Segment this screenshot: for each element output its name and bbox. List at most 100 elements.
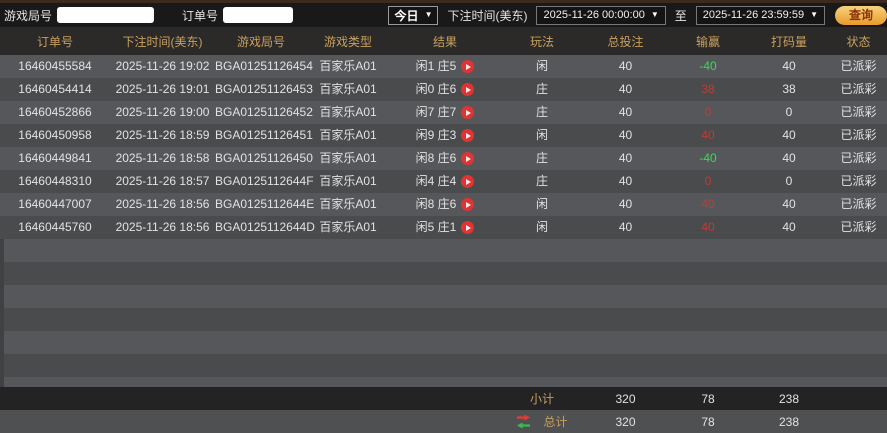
header-play: 玩法 [529,34,554,49]
turnover-cell: 38 [782,82,796,96]
game-round-cell: BGA01251126451 [215,128,313,142]
end-time-value: 2025-11-26 23:59:59 [702,9,805,21]
bet-time-label: 下注时间(美东) [447,8,528,23]
result-cell: 闲1 庄5 [389,55,501,78]
swap-icon[interactable] [516,414,531,429]
date-range-select[interactable]: 今日 ▼ [388,5,439,25]
result-text: 闲5 庄1 [415,220,457,234]
header-bet-time: 下注时间(美东) [122,34,203,49]
header-status: 状态 [846,34,871,49]
total-bet-cell: 40 [618,128,633,142]
empty-row [4,354,887,377]
bet-time-cell: 2025-11-26 18:56 [115,197,210,211]
play-icon[interactable] [461,221,475,234]
total-total-bet: 320 [615,414,636,429]
order-no-cell: 16460445760 [18,220,92,234]
end-time-select[interactable]: 2025-11-26 23:59:59 ▼ [695,5,825,25]
empty-row [4,285,887,308]
result-cell: 闲8 庄6 [389,147,501,170]
table-row: 16460455584 2025-11-26 19:02 BGA01251126… [0,55,887,78]
play-icon[interactable] [461,129,475,142]
empty-row [4,377,887,387]
win-loss-cell: -40 [699,59,717,73]
total-row: 总计 320 78 238 [0,410,887,433]
start-time-select[interactable]: 2025-11-26 00:00:00 ▼ [536,5,666,25]
total-bet-cell: 40 [618,174,633,188]
header-total-bet: 总投注 [607,34,644,49]
game-round-cell: BGA0125112644D [215,220,315,234]
order-no-cell: 16460450958 [18,128,92,142]
table-row: 16460452866 2025-11-26 19:00 BGA01251126… [0,101,887,124]
subtotal-total-bet: 320 [615,391,636,406]
turnover-cell: 0 [785,174,793,188]
table-row: 16460448310 2025-11-26 18:57 BGA01251126… [0,170,887,193]
order-no-label: 订单号 [182,8,219,23]
empty-row [4,239,887,262]
game-round-input[interactable] [57,7,155,23]
game-round-cell: BGA0125112644F [215,174,314,188]
play-icon[interactable] [461,175,475,188]
status-cell: 已派彩 [840,220,877,234]
date-range-value: 今日 [394,8,419,23]
total-bet-cell: 40 [618,197,633,211]
game-round-cell: BGA01251126450 [215,151,313,165]
bet-time-cell: 2025-11-26 18:59 [115,128,210,142]
total-bet-cell: 40 [618,59,633,73]
empty-row [4,262,887,285]
chevron-down-icon: ▼ [424,10,433,19]
result-text: 闲8 庄6 [415,197,457,211]
table-body: 16460455584 2025-11-26 19:02 BGA01251126… [0,55,887,239]
status-cell: 已派彩 [840,174,877,188]
result-cell: 闲4 庄4 [389,170,501,193]
result-cell: 闲8 庄6 [389,193,501,216]
game-round-cell: BGA0125112644E [215,197,315,211]
game-type-cell: 百家乐A01 [319,105,377,119]
order-no-cell: 16460452866 [18,105,92,119]
order-no-input[interactable] [223,7,294,23]
result-cell: 闲0 庄6 [389,78,501,101]
game-type-cell: 百家乐A01 [319,174,377,188]
filter-bar: 游戏局号 订单号 今日 ▼ 下注时间(美东) 2025-11-26 00:00:… [0,3,887,27]
result-cell: 闲5 庄1 [389,216,501,239]
status-cell: 已派彩 [840,128,877,142]
chevron-down-icon: ▼ [650,10,659,19]
turnover-cell: 40 [782,151,796,165]
play-icon[interactable] [461,198,475,211]
play-icon[interactable] [461,83,475,96]
play-icon[interactable] [461,60,475,73]
win-loss-cell: 40 [701,197,715,211]
search-button[interactable]: 查询 [835,5,887,25]
result-text: 闲1 庄5 [415,59,457,73]
header-game-type: 游戏类型 [323,34,372,49]
result-text: 闲9 庄3 [415,128,457,142]
win-loss-cell: 38 [701,82,715,96]
game-type-cell: 百家乐A01 [319,128,377,142]
subtotal-turnover: 238 [778,391,800,406]
bet-time-cell: 2025-11-26 19:01 [115,82,210,96]
game-round-label: 游戏局号 [4,8,53,23]
play-cell: 闲 [535,220,548,234]
order-no-cell: 16460447007 [18,197,92,211]
total-win-loss: 78 [701,414,715,429]
play-icon[interactable] [461,152,475,165]
turnover-cell: 40 [782,128,796,142]
game-round-cell: BGA01251126452 [215,105,313,119]
table-row: 16460445760 2025-11-26 18:56 BGA01251126… [0,216,887,239]
result-text: 闲8 庄6 [415,151,457,165]
play-icon[interactable] [461,106,475,119]
bet-time-cell: 2025-11-26 19:02 [115,59,210,73]
total-bet-cell: 40 [618,220,633,234]
play-cell: 闲 [535,128,548,142]
status-cell: 已派彩 [840,59,877,73]
result-text: 闲0 庄6 [415,82,457,96]
start-time-value: 2025-11-26 00:00:00 [543,9,645,21]
header-win-loss: 输赢 [695,34,720,49]
table-header: 订单号 下注时间(美东) 游戏局号 游戏类型 结果 玩法 总投注 输赢 打码量 … [0,27,887,55]
play-cell: 闲 [535,59,548,73]
empty-rows [0,239,887,387]
status-cell: 已派彩 [840,105,877,119]
table-row: 16460450958 2025-11-26 18:59 BGA01251126… [0,124,887,147]
header-game-round: 游戏局号 [236,34,285,49]
subtotal-row: 小计 320 78 238 [0,387,887,410]
